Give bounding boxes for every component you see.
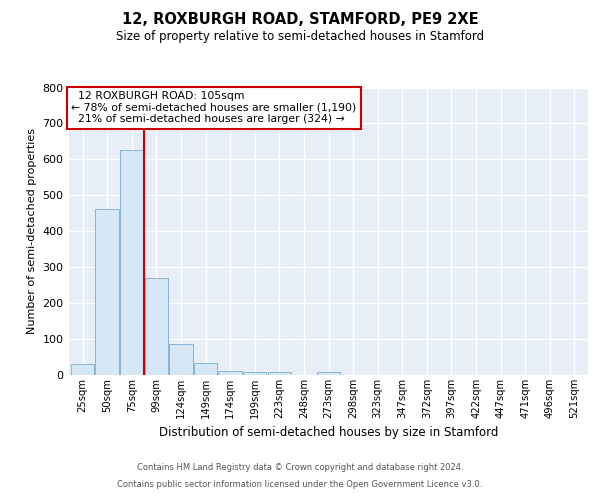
Bar [243,372,266,375]
Bar [120,150,143,375]
Text: Contains public sector information licensed under the Open Government Licence v3: Contains public sector information licen… [118,480,482,489]
Bar [268,372,291,375]
Y-axis label: Number of semi-detached properties: Number of semi-detached properties [27,128,37,334]
Bar [169,344,193,375]
Text: Size of property relative to semi-detached houses in Stamford: Size of property relative to semi-detach… [116,30,484,43]
Bar [194,363,217,375]
Bar [317,372,340,375]
Text: 12 ROXBURGH ROAD: 105sqm
← 78% of semi-detached houses are smaller (1,190)
  21%: 12 ROXBURGH ROAD: 105sqm ← 78% of semi-d… [71,91,357,124]
Bar [71,364,94,375]
Bar [218,370,242,375]
X-axis label: Distribution of semi-detached houses by size in Stamford: Distribution of semi-detached houses by … [159,426,498,440]
Text: 12, ROXBURGH ROAD, STAMFORD, PE9 2XE: 12, ROXBURGH ROAD, STAMFORD, PE9 2XE [122,12,478,28]
Bar [145,278,168,375]
Bar [95,209,119,375]
Text: Contains HM Land Registry data © Crown copyright and database right 2024.: Contains HM Land Registry data © Crown c… [137,464,463,472]
